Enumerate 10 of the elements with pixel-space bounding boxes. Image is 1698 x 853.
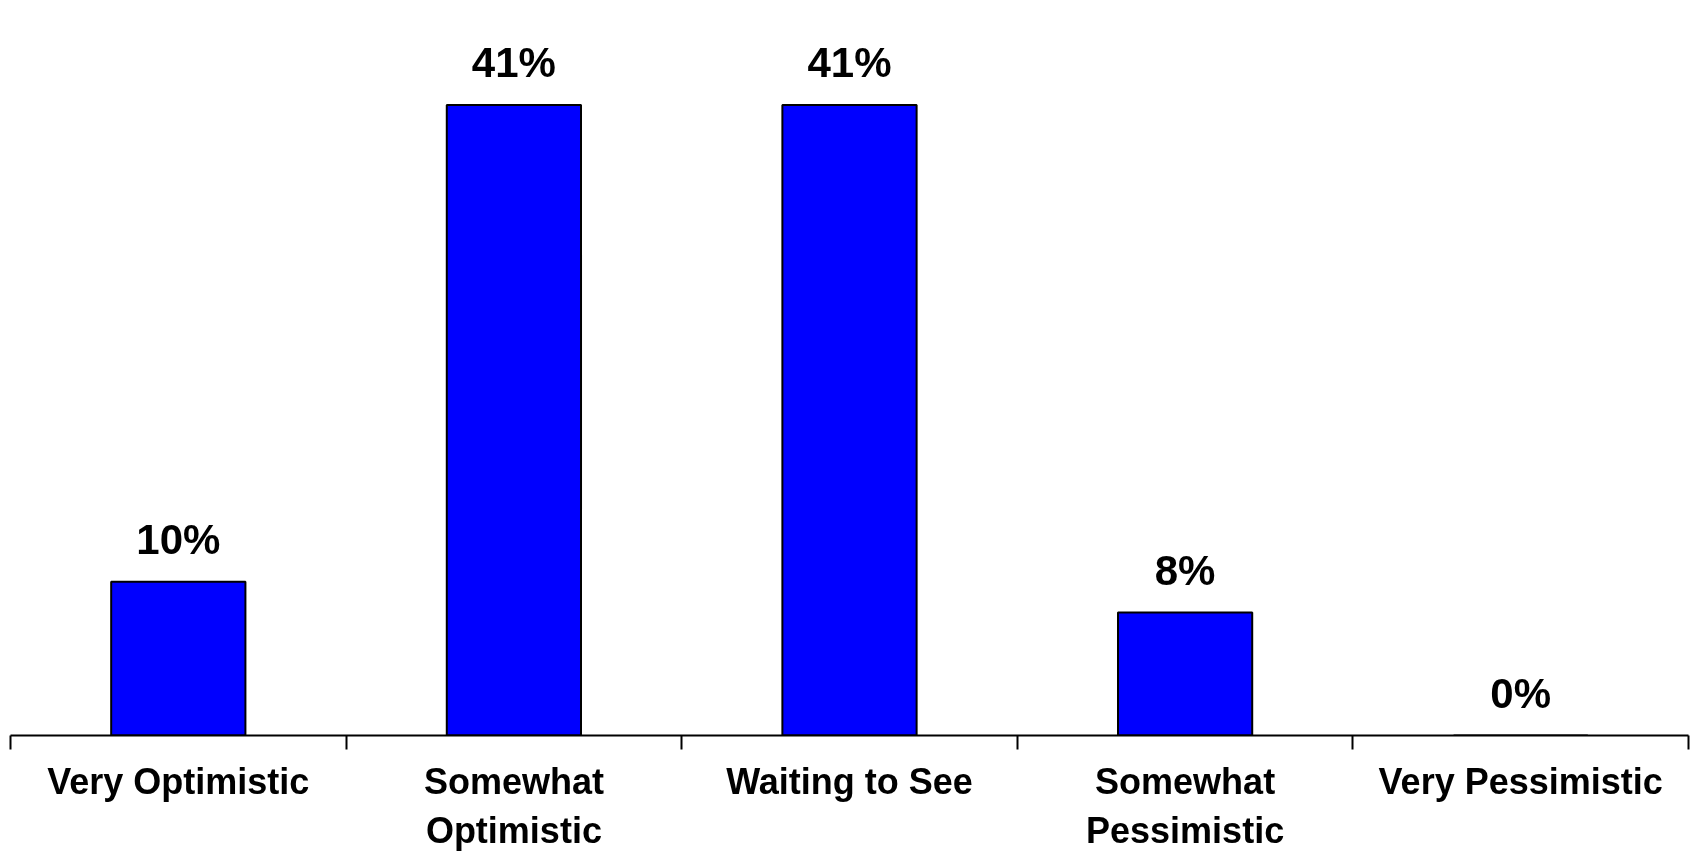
x-tick-label: Somewhat Optimistic xyxy=(423,760,604,851)
data-label: 41% xyxy=(807,39,892,87)
data-label: 0% xyxy=(1490,669,1552,717)
data-label: 10% xyxy=(136,515,221,563)
x-tick-label: Somewhat Pessimistic xyxy=(1086,760,1285,851)
x-tick-label: Very Optimistic xyxy=(47,760,310,802)
x-tick-label: Very Pessimistic xyxy=(1378,760,1663,802)
data-label: 8% xyxy=(1154,546,1216,594)
x-tick-label: Waiting to See xyxy=(726,760,973,802)
data-label: 41% xyxy=(471,39,556,87)
